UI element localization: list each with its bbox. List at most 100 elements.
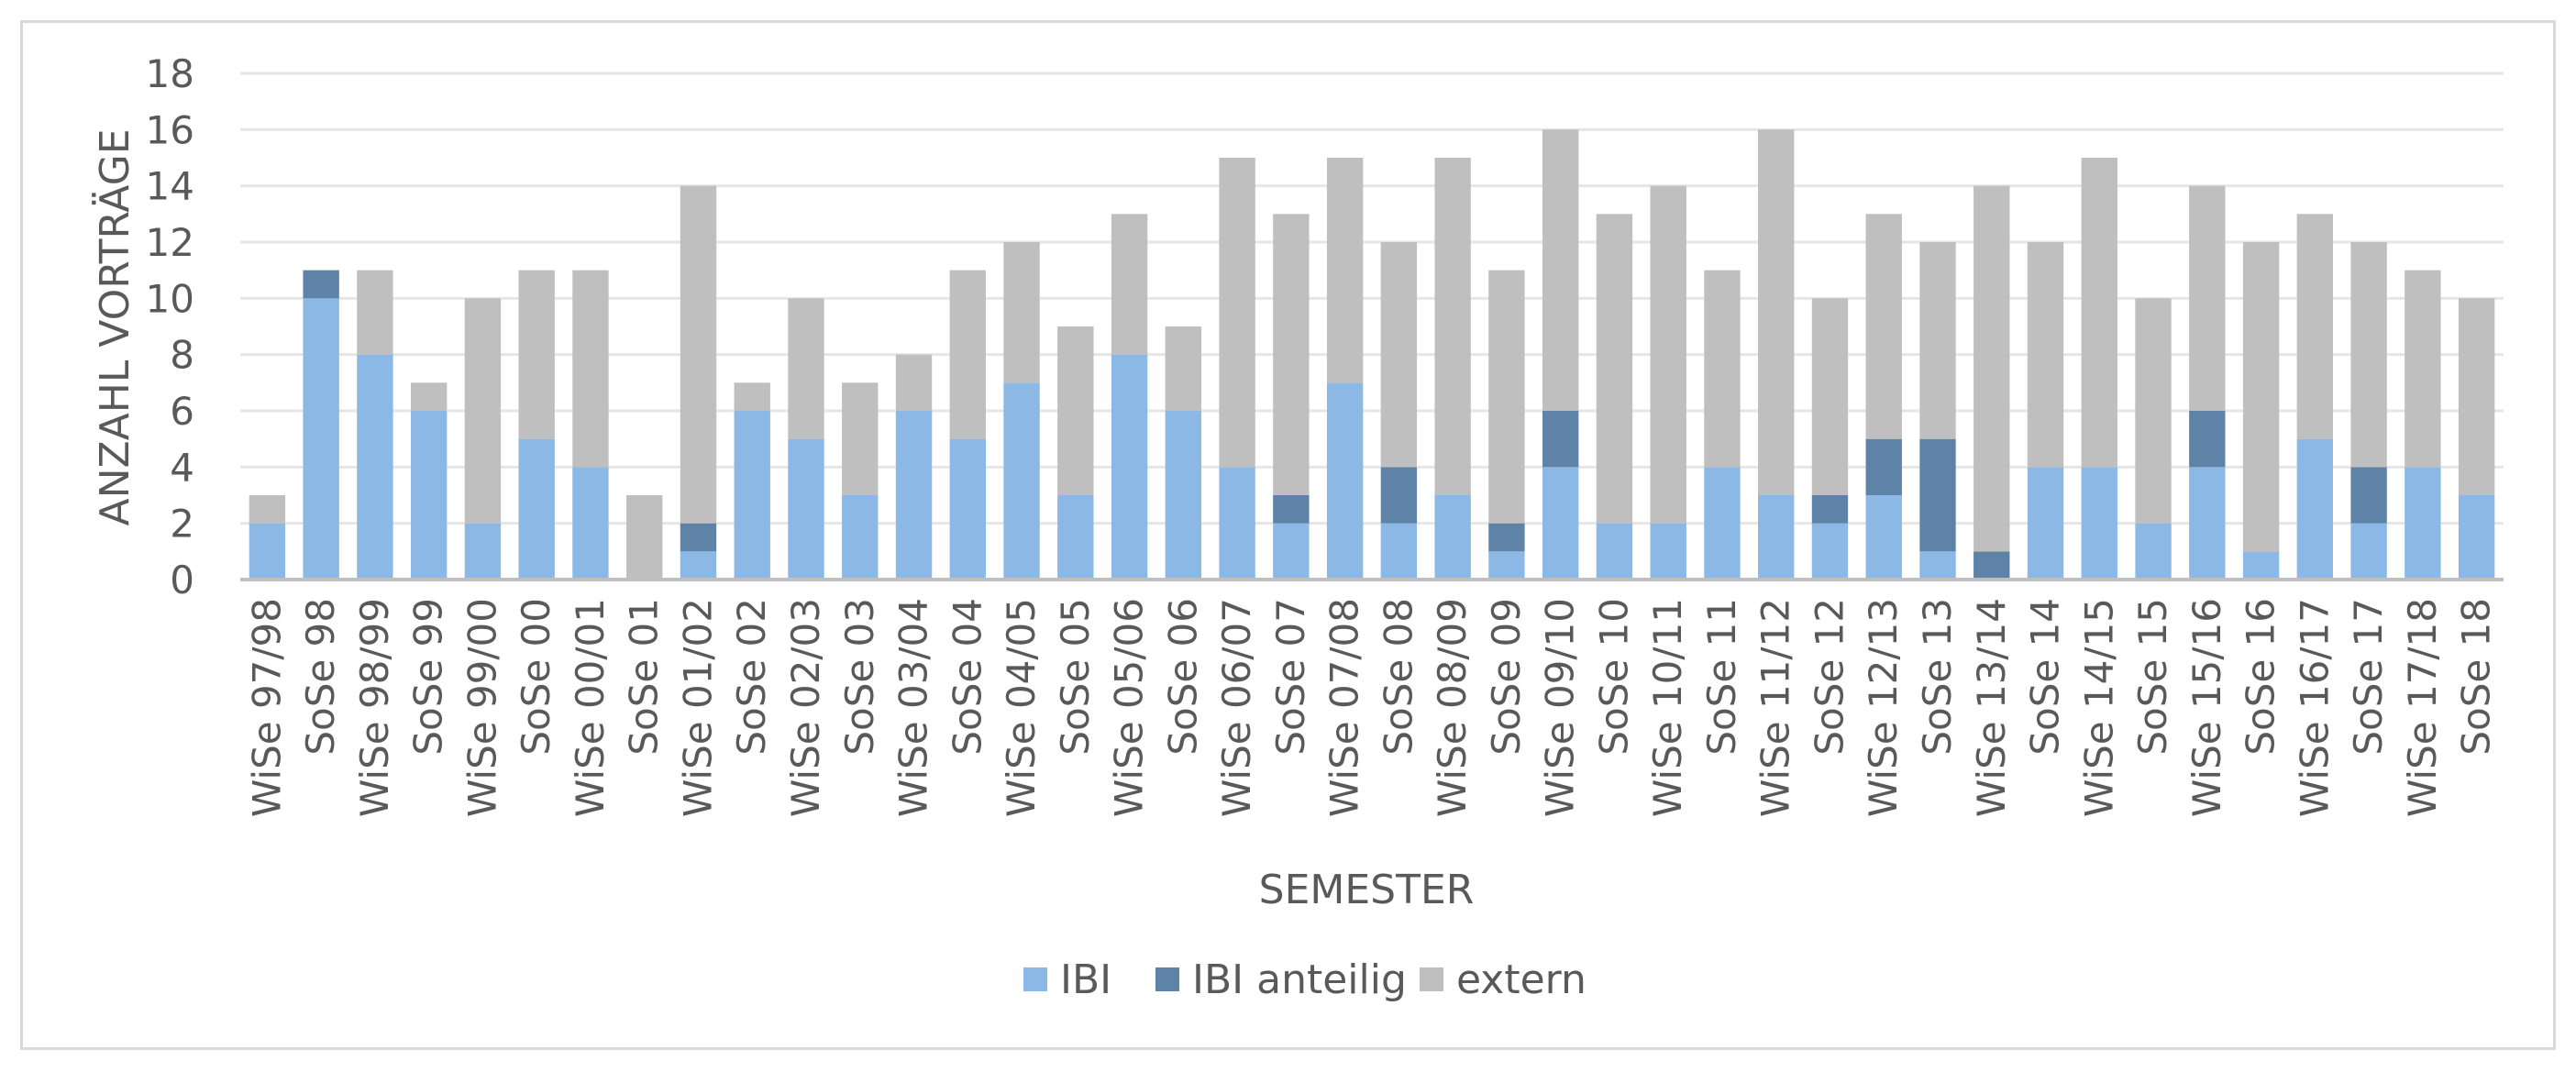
bar-segment-ibi-anteilig bbox=[1488, 523, 1525, 552]
y-tick-label: 8 bbox=[170, 333, 194, 378]
legend-swatch bbox=[1023, 967, 1047, 991]
bar-segment-ibi bbox=[842, 495, 879, 580]
x-tick-label: SoSe 11 bbox=[1699, 598, 1744, 756]
bar-segment-extern bbox=[1057, 326, 1094, 495]
x-tick-label: WiSe 06/07 bbox=[1214, 598, 1259, 817]
x-tick-label: WiSe 00/01 bbox=[568, 598, 613, 817]
x-tick-label: WiSe 16/17 bbox=[2292, 598, 2337, 817]
bar-segment-extern bbox=[895, 354, 933, 411]
bar-segment-extern bbox=[249, 495, 286, 524]
bar-segment-ibi bbox=[1380, 523, 1418, 580]
x-tick-label: WiSe 08/09 bbox=[1430, 598, 1475, 817]
bar-segment-ibi-anteilig bbox=[1380, 467, 1418, 524]
bar-segment-ibi bbox=[410, 411, 448, 580]
bar-segment-extern bbox=[1219, 158, 1255, 468]
x-tick-label: WiSe 03/04 bbox=[891, 598, 936, 817]
x-tick-label: WiSe 09/10 bbox=[1538, 598, 1583, 817]
bar-segment-ibi bbox=[2405, 467, 2441, 580]
bar-segment-ibi bbox=[788, 438, 824, 580]
x-tick-label: WiSe 14/15 bbox=[2076, 598, 2121, 817]
legend-label: IBI bbox=[1060, 956, 1111, 1003]
y-tick-label: 12 bbox=[146, 220, 194, 265]
bar-segment-extern bbox=[1434, 158, 1471, 495]
bar-segment-extern bbox=[1003, 242, 1040, 383]
legend-label: IBI anteilig bbox=[1192, 956, 1407, 1003]
y-tick-label: 6 bbox=[170, 389, 194, 434]
bar-segment-extern bbox=[1542, 129, 1579, 412]
x-tick-label: SoSe 09 bbox=[1484, 598, 1529, 756]
y-tick-label: 18 bbox=[146, 51, 194, 96]
bar-segment-ibi bbox=[1542, 467, 1579, 580]
bar-segment-ibi bbox=[2296, 438, 2334, 580]
bar-segment-extern bbox=[2296, 214, 2334, 439]
bar-segment-ibi bbox=[249, 523, 286, 580]
bar-segment-extern bbox=[2405, 270, 2441, 468]
x-tick-label: WiSe 13/14 bbox=[1969, 598, 2014, 817]
x-tick-label: WiSe 10/11 bbox=[1645, 598, 1690, 817]
bar-segment-ibi bbox=[1434, 495, 1471, 580]
y-axis-title: ANZAHL VORTRÄGE bbox=[91, 128, 138, 525]
bar-segment-extern bbox=[1973, 185, 2010, 552]
bar-segment-ibi bbox=[2081, 467, 2117, 580]
bar-segment-ibi-anteilig bbox=[1811, 495, 1849, 524]
x-tick-label: WiSe 11/12 bbox=[1753, 598, 1798, 817]
y-tick-label: 10 bbox=[146, 276, 194, 321]
legend: IBI IBI anteilig extern bbox=[1023, 956, 1587, 1003]
bar-segment-extern bbox=[1273, 214, 1310, 496]
x-tick-label: SoSe 14 bbox=[2023, 598, 2068, 756]
bar-segment-ibi bbox=[949, 438, 986, 580]
y-tick-label: 2 bbox=[170, 502, 194, 547]
bar-segment-ibi bbox=[1865, 495, 1902, 580]
bar-segment-ibi bbox=[2350, 523, 2387, 580]
bar-segment-ibi-anteilig bbox=[1273, 495, 1310, 524]
bar-segment-ibi bbox=[303, 298, 339, 580]
y-axis-ticks: 0 2 4 6 8 10 12 14 16 18 bbox=[146, 51, 194, 602]
bar-segment-extern bbox=[626, 495, 663, 580]
bar-segment-extern bbox=[1326, 158, 1364, 383]
bar-segment-ibi bbox=[2242, 551, 2280, 580]
x-tick-label: WiSe 02/03 bbox=[783, 598, 828, 817]
y-tick-label: 0 bbox=[170, 558, 194, 602]
x-tick-label: WiSe 01/02 bbox=[675, 598, 720, 817]
bar-segment-ibi-anteilig bbox=[680, 523, 717, 552]
x-tick-label: SoSe 06 bbox=[1160, 598, 1205, 756]
bar-segment-extern bbox=[2027, 242, 2064, 468]
bar-segment-ibi bbox=[1057, 495, 1094, 580]
bar-segment-ibi bbox=[357, 354, 393, 580]
bar-segment-extern bbox=[1650, 185, 1686, 524]
bar-segment-extern bbox=[2458, 298, 2495, 495]
bar-segment-ibi bbox=[1758, 495, 1795, 580]
bar-segment-ibi bbox=[1165, 411, 1202, 580]
x-tick-label: SoSe 02 bbox=[729, 598, 774, 756]
x-tick-label: WiSe 05/06 bbox=[1107, 598, 1152, 817]
bar-segment-ibi bbox=[2027, 467, 2064, 580]
bar-segment-ibi-anteilig bbox=[2350, 467, 2387, 524]
bar-segment-ibi-anteilig bbox=[1542, 411, 1579, 468]
x-tick-label: WiSe 12/13 bbox=[1861, 598, 1906, 817]
x-tick-label: SoSe 15 bbox=[2130, 598, 2175, 756]
x-tick-label: SoSe 00 bbox=[514, 598, 558, 756]
bar-segment-ibi bbox=[734, 411, 770, 580]
x-tick-label: SoSe 08 bbox=[1376, 598, 1421, 756]
bar-segment-extern bbox=[572, 270, 609, 468]
bar-segment-ibi bbox=[1273, 523, 1310, 580]
bar-segment-ibi bbox=[572, 467, 609, 580]
bar-segment-ibi bbox=[1650, 523, 1686, 580]
x-tick-label: SoSe 10 bbox=[1591, 598, 1636, 756]
bar-segment-ibi bbox=[895, 411, 933, 580]
bar-segment-ibi bbox=[1488, 551, 1525, 580]
bar-segment-extern bbox=[680, 185, 717, 524]
x-tick-label: SoSe 12 bbox=[1807, 598, 1852, 756]
bar-segment-extern bbox=[2135, 298, 2172, 524]
bar-segment-extern bbox=[2350, 242, 2387, 468]
x-tick-label: WiSe 17/18 bbox=[2400, 598, 2445, 817]
bars bbox=[249, 129, 2495, 580]
x-tick-label: WiSe 99/00 bbox=[459, 598, 504, 817]
bar-segment-extern bbox=[734, 382, 770, 411]
bar-segment-extern bbox=[1380, 242, 1418, 468]
x-tick-label: SoSe 05 bbox=[1053, 598, 1098, 756]
x-axis-title: SEMESTER bbox=[1259, 867, 1475, 913]
x-tick-label: SoSe 01 bbox=[622, 598, 667, 756]
bar-segment-extern bbox=[788, 298, 824, 439]
